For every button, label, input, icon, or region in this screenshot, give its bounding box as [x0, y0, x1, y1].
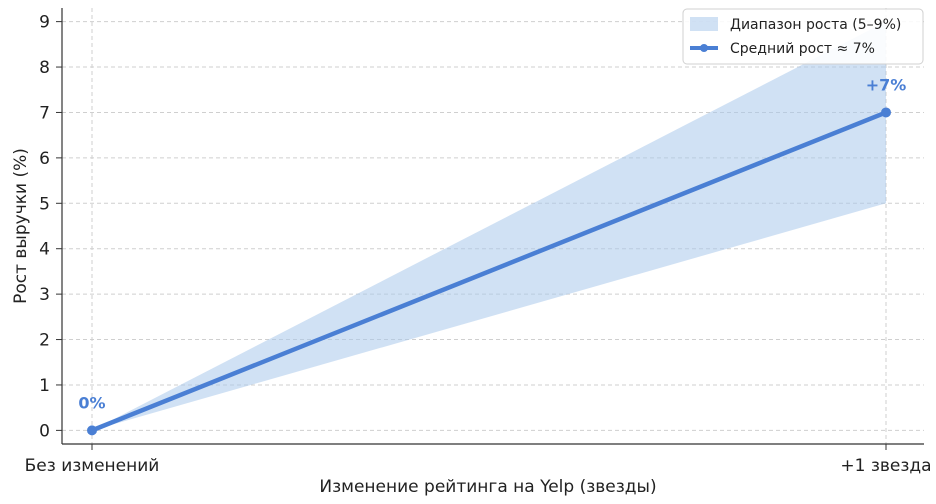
- y-tick-label: 5: [39, 194, 50, 214]
- x-tick-label: +1 звезда: [840, 456, 931, 476]
- y-axis-label: Рост выручки (%): [11, 148, 31, 304]
- axes: Рост выручки (%) Изменение рейтинга на Y…: [11, 8, 932, 497]
- y-tick-label: 9: [39, 13, 50, 33]
- legend-box: [682, 8, 924, 65]
- range-band-area: [92, 21, 886, 431]
- range-band-layer: [92, 21, 886, 431]
- legend-line-marker: [700, 44, 708, 52]
- x-tick-label: Без изменений: [25, 456, 160, 476]
- y-tick-label: 7: [39, 103, 50, 123]
- annotations: 0% +7%: [78, 75, 906, 412]
- data-label: 0%: [78, 393, 105, 412]
- y-tick-label: 8: [39, 58, 50, 78]
- data-label: +7%: [866, 75, 907, 94]
- y-tick-label: 2: [39, 331, 50, 351]
- y-tick-label: 6: [39, 149, 50, 169]
- y-tick-label: 1: [39, 376, 50, 396]
- x-axis-label: Изменение рейтинга на Yelp (звезды): [319, 477, 656, 497]
- y-tick-label: 4: [39, 240, 50, 260]
- legend: Диапазон роста (5–9%) Средний рост ≈ 7%: [682, 8, 924, 65]
- legend-series-label: Средний рост ≈ 7%: [730, 41, 875, 57]
- data-point: [87, 425, 97, 436]
- series-line-average: [89, 110, 889, 433]
- data-point: [881, 107, 891, 118]
- y-tick-label: 0: [39, 421, 50, 441]
- legend-band-swatch: [690, 17, 718, 31]
- y-tick-label: 3: [39, 285, 50, 305]
- legend-band-label: Диапазон роста (5–9%): [730, 17, 901, 33]
- series-layer: [87, 107, 891, 436]
